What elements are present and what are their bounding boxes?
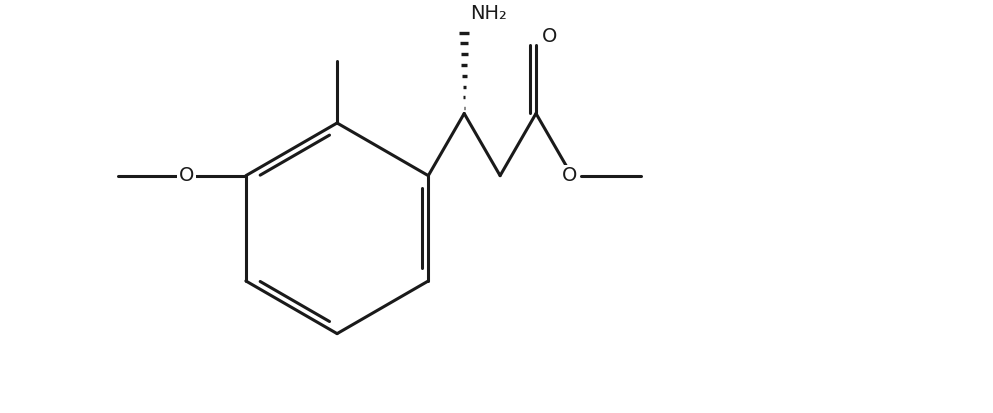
Text: NH₂: NH₂ xyxy=(470,5,506,24)
Text: O: O xyxy=(562,166,578,185)
Text: O: O xyxy=(179,166,195,185)
Text: O: O xyxy=(542,27,557,46)
